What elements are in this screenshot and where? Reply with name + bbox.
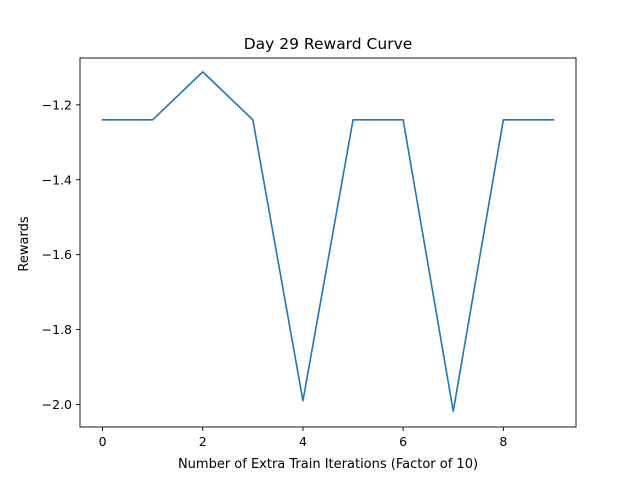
x-tick-label: 8 <box>499 434 507 449</box>
y-tick-label: −1.8 <box>42 322 72 337</box>
x-axis-ticks: 0 2 4 6 8 <box>99 427 507 449</box>
x-axis-label: Number of Extra Train Iterations (Factor… <box>178 457 478 472</box>
axes-frame <box>79 57 577 428</box>
x-tick-label: 0 <box>99 434 107 449</box>
y-tick-label: −2.0 <box>42 397 72 412</box>
x-tick-label: 4 <box>299 434 307 449</box>
x-tick-label: 6 <box>399 434 407 449</box>
y-tick-label: −1.2 <box>42 97 72 112</box>
y-tick-label: −1.4 <box>42 172 72 187</box>
y-tick-label: −1.6 <box>42 247 72 262</box>
y-axis-label: Rewards <box>17 216 32 271</box>
chart-title: Day 29 Reward Curve <box>244 35 413 53</box>
x-tick-label: 2 <box>199 434 207 449</box>
y-axis-ticks: −2.0 −1.8 −1.6 −1.4 −1.2 <box>42 97 80 412</box>
plot-area <box>79 57 577 428</box>
series-line-0 <box>101 71 555 413</box>
